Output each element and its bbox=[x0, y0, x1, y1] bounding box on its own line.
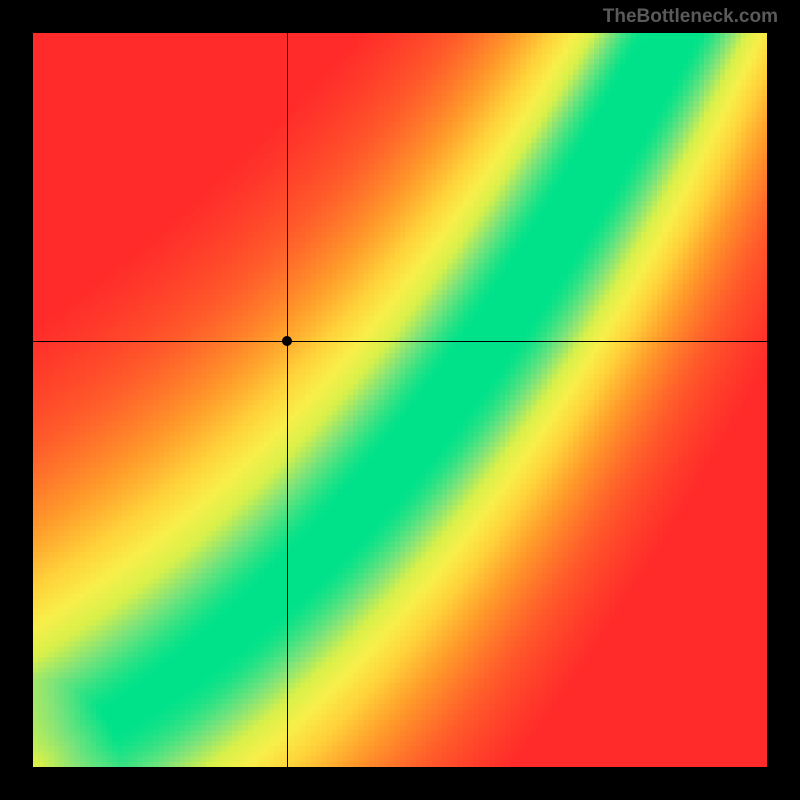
heatmap-canvas bbox=[33, 33, 767, 767]
crosshair-marker bbox=[282, 336, 292, 346]
watermark: TheBottleneck.com bbox=[603, 6, 778, 28]
heatmap-plot bbox=[33, 33, 767, 767]
crosshair-horizontal bbox=[33, 341, 767, 342]
crosshair-vertical bbox=[287, 33, 288, 767]
